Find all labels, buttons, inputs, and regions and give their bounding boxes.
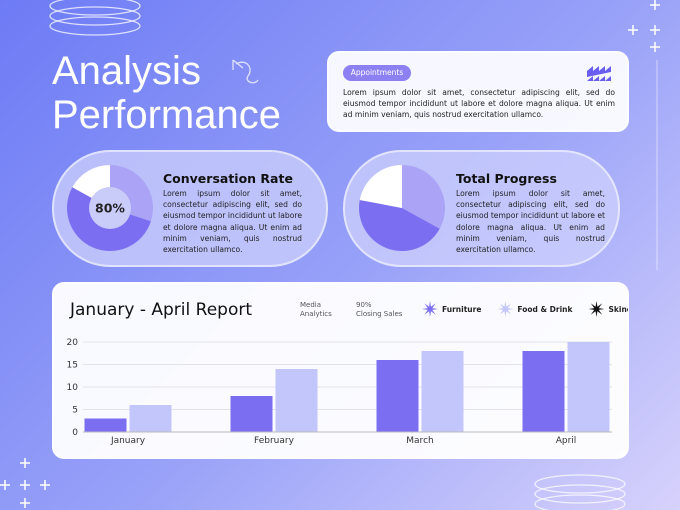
pie-slice — [359, 165, 402, 208]
y-tick-label: 15 — [67, 361, 78, 371]
center-label: 80% — [95, 201, 125, 216]
pie-slice — [402, 165, 445, 229]
bar — [376, 360, 419, 432]
y-tick-label: 5 — [72, 406, 78, 416]
legend-icon — [422, 301, 438, 317]
card-title: Total Progress — [456, 171, 557, 186]
y-tick-label: 20 — [67, 338, 79, 348]
pie-chart — [359, 165, 445, 251]
bar — [275, 369, 318, 432]
pie-slice — [359, 199, 440, 251]
title-line: Performance — [52, 93, 281, 137]
card-text: Lorem ipsum dolor sit amet, consectetur … — [456, 189, 605, 255]
chart-title: January - April Report — [69, 300, 252, 320]
note: Closing Sales — [356, 310, 403, 318]
icon — [587, 66, 611, 81]
y-tick-label: 10 — [67, 383, 79, 393]
bar — [129, 405, 172, 432]
donut-hole — [89, 187, 131, 229]
pie-chart: 80% — [67, 165, 153, 251]
bar — [84, 418, 127, 432]
legend-label: Skincare — [609, 305, 629, 314]
x-tick-label: April — [556, 436, 577, 446]
bar — [567, 342, 610, 432]
card-text: Lorem ipsum dolor sit amet, consectetur … — [163, 189, 302, 255]
title-line: Analysis — [52, 49, 201, 93]
bar — [421, 351, 464, 432]
x-tick-label: March — [406, 436, 433, 446]
x-tick-label: February — [254, 436, 295, 446]
badge: Appointments — [343, 65, 411, 81]
legend-icon — [588, 301, 605, 317]
bar — [230, 396, 273, 432]
appointments-text: Lorem ipsum dolor sit amet, consectetur … — [343, 88, 615, 120]
note: Media — [300, 301, 321, 309]
note: 90% — [356, 301, 372, 309]
legend-label: Food & Drink — [517, 305, 573, 314]
card-title: Conversation Rate — [163, 171, 293, 186]
y-tick-label: 0 — [72, 428, 78, 438]
note: Analytics — [300, 310, 332, 318]
bar — [522, 351, 565, 432]
x-tick-label: January — [110, 436, 146, 446]
appointments-card: Appointments Lorem ipsum dolor sit amet,… — [327, 51, 629, 132]
legend-icon — [497, 301, 514, 317]
legend-label: Furniture — [442, 305, 481, 314]
